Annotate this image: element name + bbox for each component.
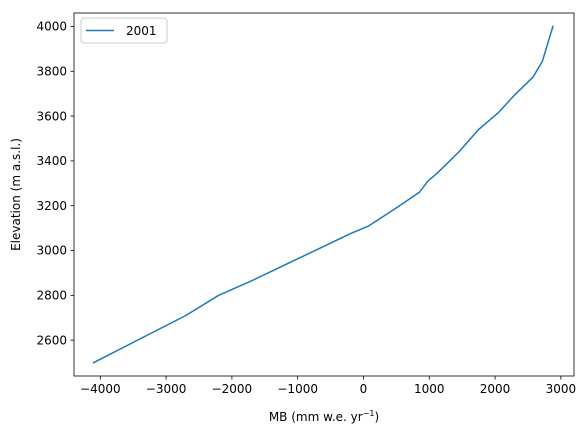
series-layer <box>92 25 554 364</box>
y-tick-label: 3800 <box>36 64 67 78</box>
y-tick-label: 2600 <box>36 333 67 347</box>
x-tick-label: 3000 <box>546 382 577 396</box>
legend-box <box>80 17 168 44</box>
legend-label: 2001 <box>126 24 157 38</box>
y-tick-label: 3000 <box>36 244 67 258</box>
y-axis-ticks: 2600 2800 3000 3200 3400 3600 3800 4000 <box>36 20 74 347</box>
x-tick-label: −4000 <box>80 382 121 396</box>
plot-area <box>74 13 574 376</box>
x-tick-label: −2000 <box>212 382 253 396</box>
x-tick-label: 2000 <box>480 382 511 396</box>
y-tick-label: 4000 <box>36 20 67 34</box>
x-axis-label-exponent: −1 <box>363 409 375 418</box>
y-tick-label: 3200 <box>36 199 67 213</box>
y-tick-label: 3400 <box>36 154 67 168</box>
x-tick-label: 0 <box>360 382 368 396</box>
x-axis-label: MB (mm w.e. yr−1) <box>269 409 379 424</box>
y-axis-label: Elevation (m a.s.l.) <box>9 138 23 251</box>
y-tick-label: 3600 <box>36 109 67 123</box>
y-tick-label: 2800 <box>36 289 67 303</box>
legend: 2001 <box>80 17 168 44</box>
plot-frame <box>73 12 575 377</box>
x-tick-label: 1000 <box>414 382 445 396</box>
x-tick-label: −3000 <box>146 382 187 396</box>
x-tick-label: −1000 <box>277 382 318 396</box>
series-line-2001 <box>92 25 554 364</box>
x-axis-ticks: −4000 −3000 −2000 −1000 0 1000 2000 3000 <box>80 376 576 396</box>
